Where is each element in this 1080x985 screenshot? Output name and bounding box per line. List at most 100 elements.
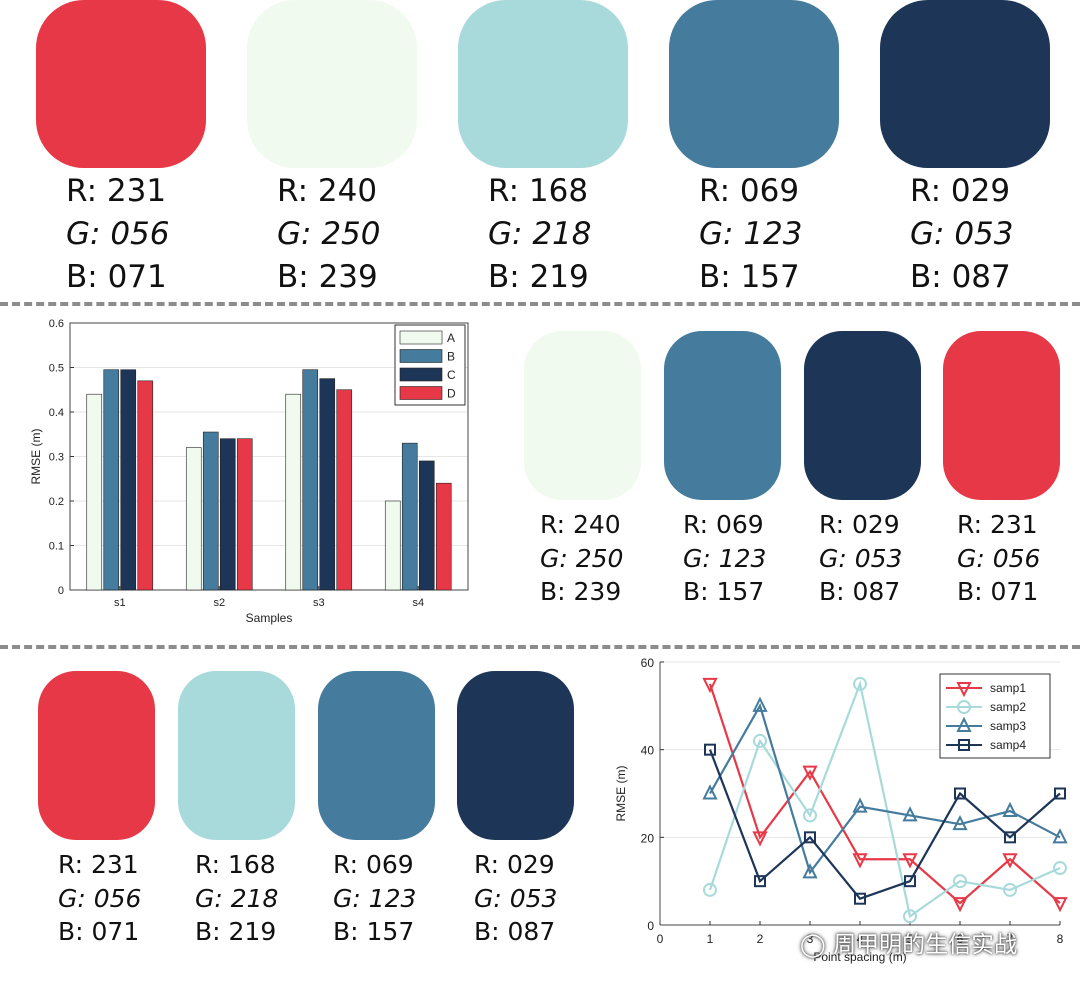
legend-marker [958,739,970,751]
r-label: R: [683,510,709,539]
rgb-values: R: 231 G: 056 B: 071 [957,512,1040,613]
b-label: B: [699,259,731,295]
data-point-samp2 [703,882,717,897]
y-tick-label: 0.5 [49,363,64,375]
g-label: G: [333,883,361,913]
b-value: 157 [366,917,415,946]
r-value: 168 [528,173,589,209]
x-tick-label: s3 [313,597,325,609]
rgb-values: R: 168 G: 218 B: 219 [488,176,592,305]
data-point-samp3 [752,696,768,712]
x-tick-label: 1 [707,932,714,946]
g-value: 053 [854,543,903,573]
data-point-samp2 [803,808,817,823]
bar-A [384,500,401,591]
legend-label: C [447,368,456,382]
series-line-samp3 [709,703,1061,875]
legend-marker [957,700,971,714]
data-point-samp4 [704,743,716,756]
b-value: 219 [529,259,589,295]
bar-chart: 0 0.1 0.2 0.3 0.4 0.5 0.6 s1 s2 s3 s4 Samples RMSE (… [29,318,469,625]
b-label: B: [488,259,520,295]
x-axis-label: Point spacing (m) [813,950,906,964]
data-point-samp2 [953,874,967,889]
bar-A [285,393,302,591]
legend-label: B [447,350,455,364]
b-value: 071 [990,577,1039,606]
g-value: 123 [718,543,767,573]
bar-C [120,369,137,591]
r-label: R: [910,173,942,209]
data-point-samp1 [1052,897,1068,913]
r-value: 069 [739,173,800,209]
b-value: 239 [318,259,378,295]
x-tick-label: 4 [857,932,864,946]
x-axis-label: Samples [246,611,293,625]
g-label: G: [957,543,985,573]
color-swatch [804,331,921,500]
b-label: B: [819,577,845,606]
y-axis-label: RMSE (m) [614,766,628,822]
legend-swatch [399,330,443,345]
bar-D [336,389,353,591]
b-label: B: [277,259,309,295]
color-swatch [880,0,1050,168]
data-point-samp2 [1053,861,1067,876]
g-label: G: [910,216,945,252]
g-value: 250 [575,543,624,573]
y-tick-label: 0.3 [49,452,64,464]
legend-label: samp1 [990,681,1026,695]
x-tick-label: s1 [114,597,126,609]
plot-frame [69,322,469,591]
rgb-values: R: 231 G: 056 B: 071 [66,176,170,305]
color-swatch [457,671,574,840]
color-swatch [178,671,295,840]
b-value: 087 [852,577,901,606]
data-point-samp4 [904,875,916,888]
r-value: 231 [90,850,139,879]
b-value: 071 [107,259,167,295]
legend-label: A [447,331,455,345]
r-label: R: [957,510,983,539]
g-value: 123 [368,883,417,913]
legend-marker [956,682,972,698]
b-value: 157 [716,577,765,606]
rgb-values: R: 029 G: 053 B: 087 [819,512,902,613]
b-label: B: [195,917,221,946]
data-point-samp1 [952,897,968,913]
legend-label: samp3 [990,719,1026,733]
g-value: 053 [954,216,1014,252]
legend-marker [956,716,972,732]
data-point-samp1 [702,677,718,694]
color-swatch [458,0,628,168]
data-point-samp2 [853,676,867,691]
r-label: R: [277,173,309,209]
y-tick-label: 60 [641,656,655,670]
b-value: 219 [228,917,277,946]
r-value: 231 [106,173,167,209]
x-tick-label: 8 [1057,932,1064,946]
color-swatch [664,331,781,500]
b-label: B: [474,917,500,946]
rgb-values: R: 069 G: 123 B: 157 [699,176,803,305]
r-label: R: [474,850,500,879]
color-swatch [943,331,1060,500]
data-point-samp4 [754,875,766,888]
g-label: G: [683,543,711,573]
color-swatch [524,331,641,500]
rgb-values: R: 231 G: 056 B: 071 [58,852,141,953]
rgb-values: R: 029 G: 053 B: 087 [910,176,1014,305]
bar-D [435,482,452,591]
bar-B [401,442,418,591]
data-point-samp3 [702,784,718,800]
color-swatch [669,0,839,168]
color-swatch [318,671,435,840]
g-label: G: [699,216,734,252]
r-label: R: [66,173,98,209]
r-label: R: [699,173,731,209]
rgb-values: R: 168 G: 218 B: 219 [195,852,278,953]
bar-B [103,369,120,591]
data-point-samp1 [852,853,868,869]
watermark-text: 周甲明的生信实战 [833,932,1018,958]
g-value: 056 [93,883,142,913]
